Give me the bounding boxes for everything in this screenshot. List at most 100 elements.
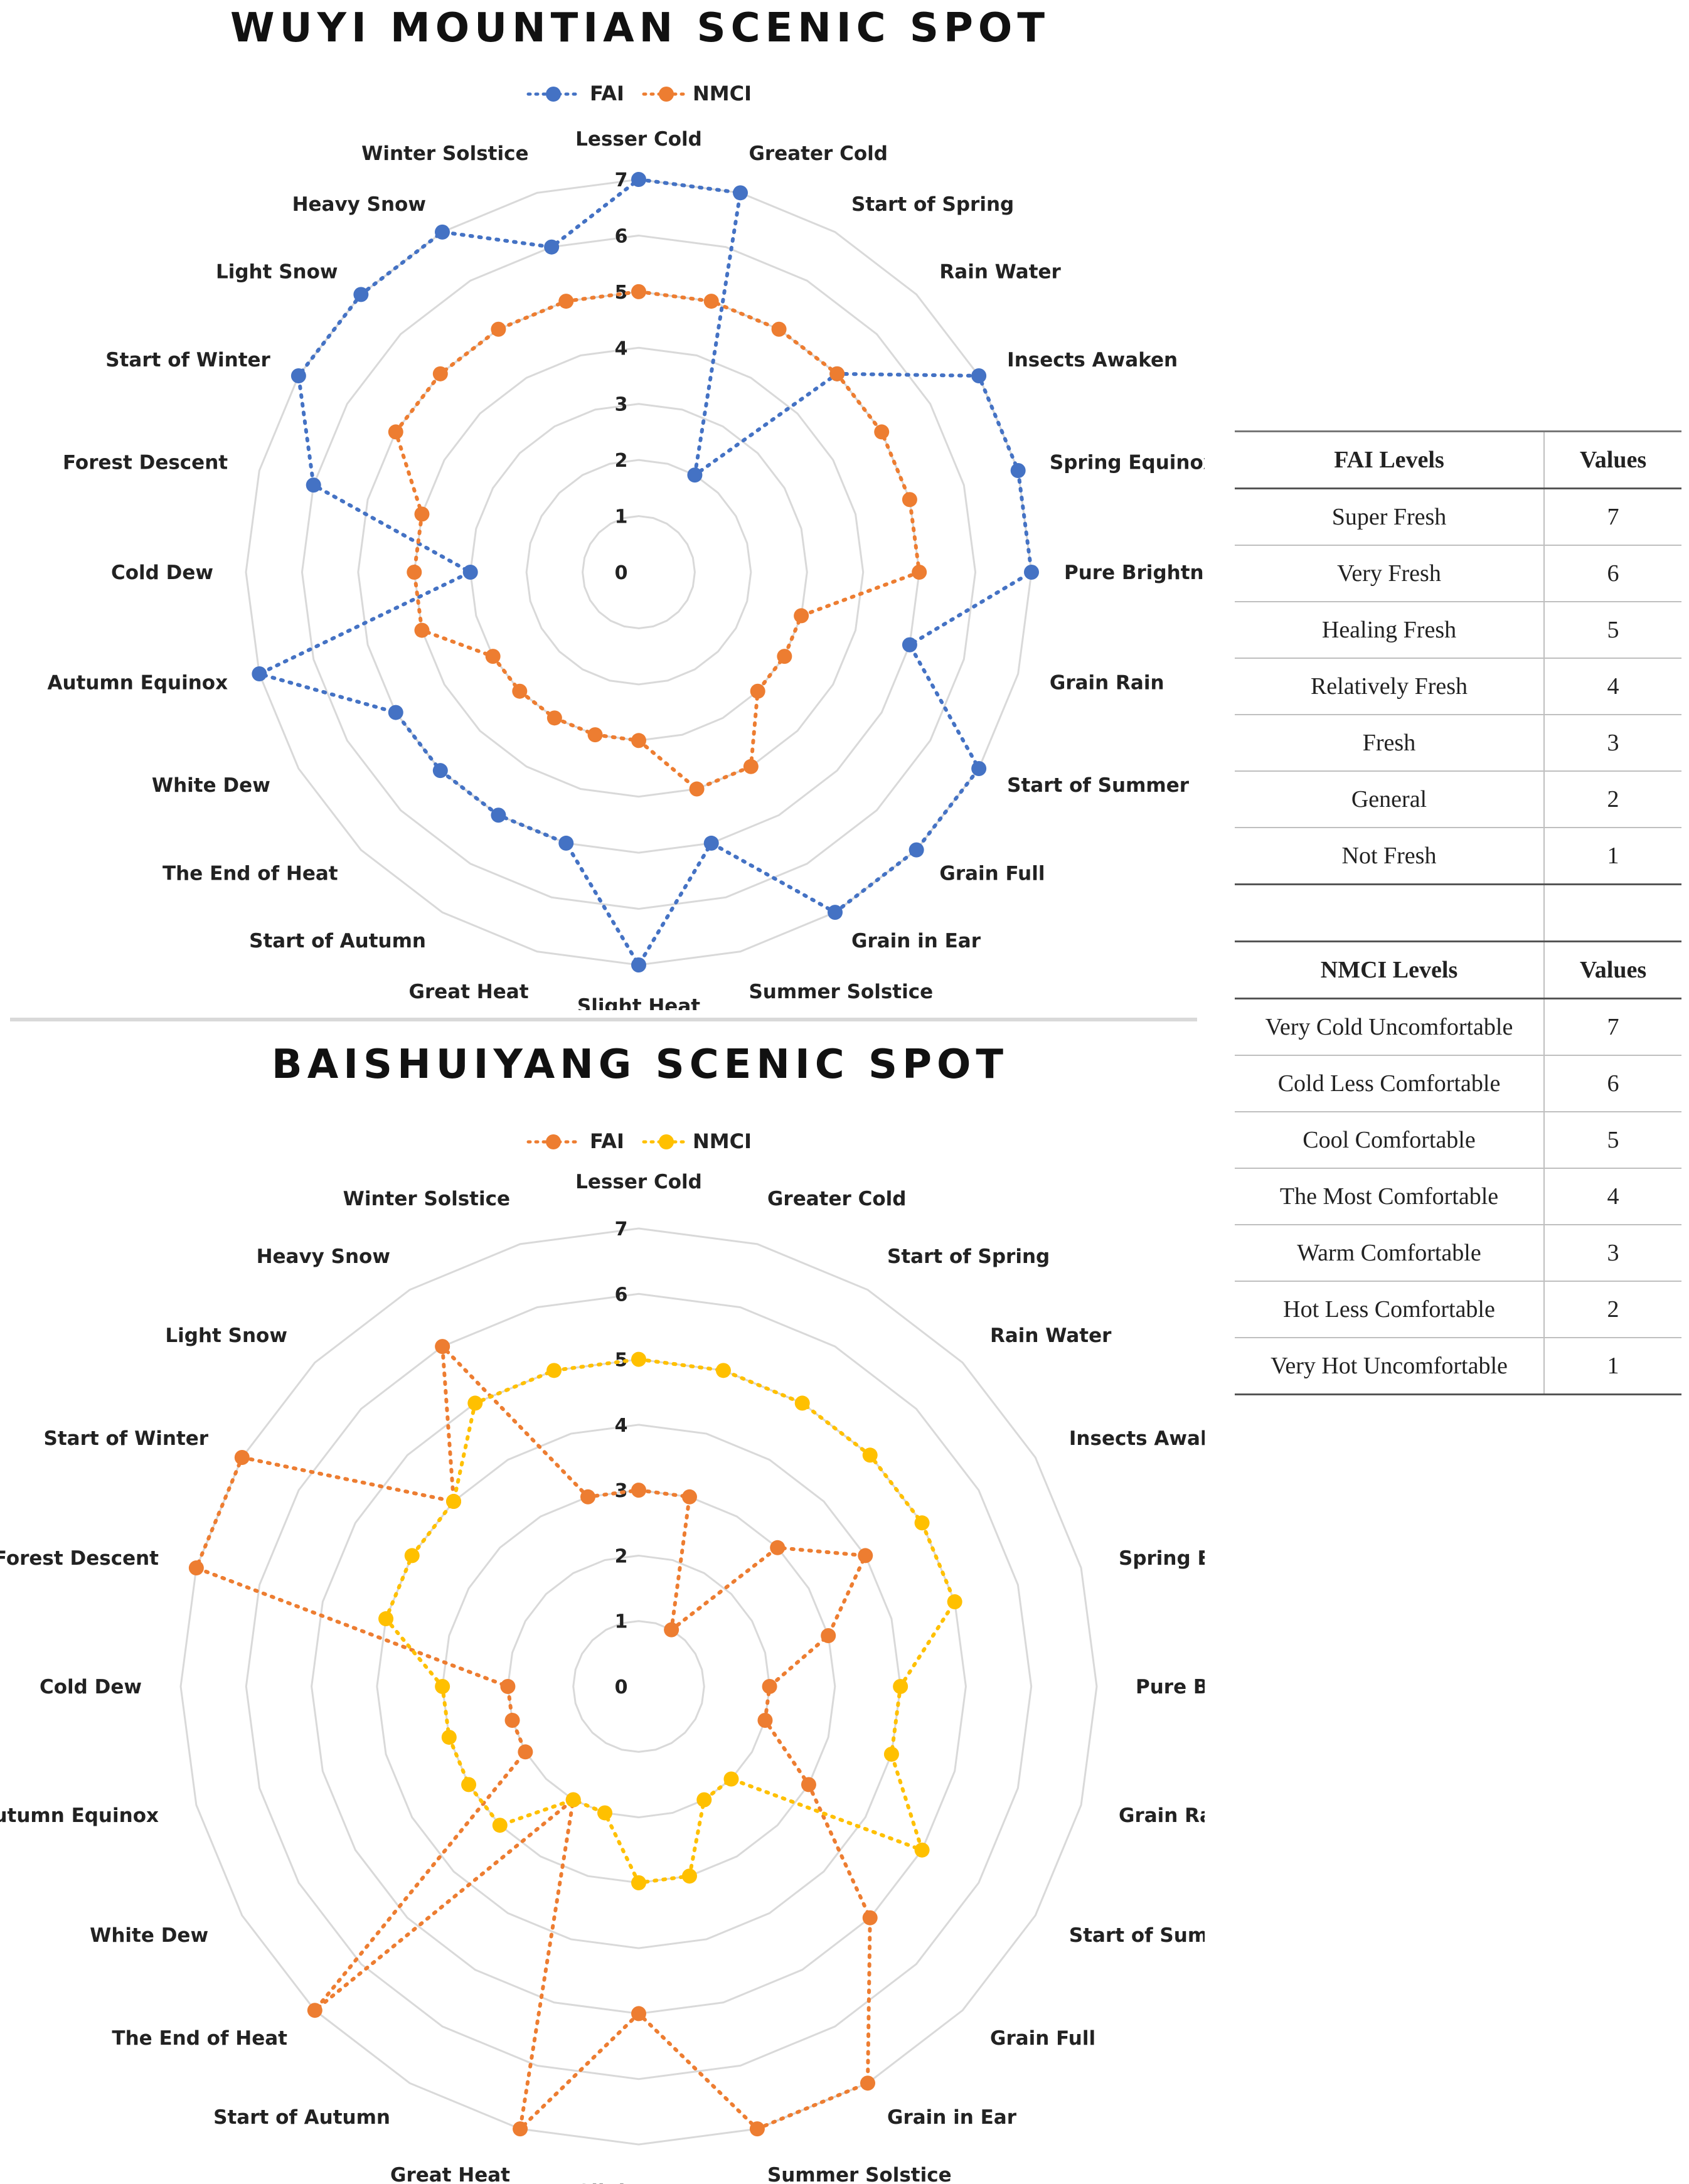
data-point-nmci <box>914 1842 930 1858</box>
table-cell: 1 <box>1544 1338 1681 1395</box>
radar-grid-ring <box>413 346 865 798</box>
data-point-nmci <box>947 1594 962 1610</box>
radial-tick-label: 5 <box>615 1350 628 1372</box>
data-point-nmci <box>912 565 927 580</box>
table-cell: 6 <box>1544 545 1681 602</box>
category-label: The End of Heat <box>163 862 338 885</box>
data-point-nmci <box>491 321 506 337</box>
data-point-nmci <box>696 1792 712 1808</box>
table-header-row: FAI Levels Values <box>1235 432 1681 489</box>
baishuiyang-legend: FAI NMCI <box>502 1123 778 1161</box>
category-label: Winter Solstice <box>361 142 528 165</box>
category-label: Cold Dew <box>40 1676 142 1698</box>
category-label: Insects Awaken <box>1069 1427 1205 1450</box>
table-row: General 2 <box>1235 771 1681 828</box>
data-point-fai <box>664 1622 679 1638</box>
table-cell: Very Cold Uncomfortable <box>1235 998 1545 1056</box>
table-row: Cool Comfortable 5 <box>1235 1112 1681 1169</box>
data-point-fai <box>1010 462 1026 478</box>
data-point-nmci <box>794 1395 810 1411</box>
category-label: Greater Cold <box>749 142 887 165</box>
data-point-fai <box>681 1489 697 1505</box>
data-point-nmci <box>874 424 890 440</box>
table-cell: Hot Less Comfortable <box>1235 1281 1545 1338</box>
data-point-fai <box>306 477 321 493</box>
category-label: Heavy Snow <box>257 1245 390 1268</box>
table-cell: Very Hot Uncomfortable <box>1235 1338 1545 1395</box>
data-point-nmci <box>414 506 430 522</box>
radar-grid-ring <box>572 1620 705 1753</box>
fai-values-header: Values <box>1544 432 1681 489</box>
radial-tick-label: 7 <box>615 1218 628 1240</box>
category-label: Forest Descent <box>63 452 228 474</box>
table-cell: Not Fresh <box>1235 828 1545 885</box>
data-point-nmci <box>862 1447 878 1463</box>
category-label: Grain in Ear <box>851 930 981 952</box>
data-point-fai <box>1024 565 1039 580</box>
data-point-fai <box>971 761 987 776</box>
table-cell: Super Fresh <box>1235 488 1545 546</box>
data-point-nmci <box>883 1746 899 1762</box>
table-cell: 7 <box>1544 488 1681 546</box>
category-label: Slight Heat <box>577 995 700 1010</box>
data-point-nmci <box>435 1679 450 1694</box>
data-point-fai <box>908 842 924 858</box>
section-divider <box>10 1018 1197 1021</box>
data-point-nmci <box>388 424 403 440</box>
legend-marker-nmci <box>659 1134 674 1149</box>
data-point-nmci <box>558 294 574 309</box>
data-point-fai <box>290 368 306 383</box>
legend-marker-nmci <box>659 87 674 102</box>
radar-series-fai <box>188 1339 878 2137</box>
table-row: Super Fresh 7 <box>1235 488 1681 546</box>
category-label: Summer Solstice <box>749 981 933 1003</box>
radar-series-nmci <box>378 1351 962 1890</box>
category-label: Grain Rain <box>1050 671 1164 694</box>
nmci-levels-header: NMCI Levels <box>1235 942 1545 999</box>
table-cell: 5 <box>1544 602 1681 659</box>
data-point-fai <box>631 172 646 187</box>
data-point-fai <box>353 287 369 302</box>
category-label: Pure Brightness <box>1064 562 1205 584</box>
category-label: Great Heat <box>390 2164 510 2184</box>
table-cell: 1 <box>1544 828 1681 885</box>
data-point-nmci <box>404 1548 420 1563</box>
table-row: Healing Fresh 5 <box>1235 602 1681 659</box>
category-label: Spring Equinox <box>1050 452 1205 474</box>
category-label: Cold Dew <box>111 562 213 584</box>
radar-series-nmci <box>388 284 927 797</box>
data-point-nmci <box>631 733 646 748</box>
table-cell: 3 <box>1544 715 1681 772</box>
data-point-fai <box>188 1560 204 1576</box>
data-point-nmci <box>597 1805 613 1821</box>
wuyi-radar-chart: 0 1 2 3 4 5 6 7 Lesser Cold Greater Cold Start of … <box>48 128 1205 1010</box>
data-point-nmci <box>750 683 765 699</box>
data-point-nmci <box>461 1777 477 1792</box>
data-point-nmci <box>723 1771 739 1787</box>
data-point-fai <box>858 1548 873 1563</box>
data-point-fai <box>234 1450 250 1465</box>
data-point-nmci <box>587 727 603 743</box>
nmci-values-header: Values <box>1544 942 1681 999</box>
radial-tick-label: 1 <box>615 506 628 528</box>
data-point-fai <box>513 2121 528 2137</box>
data-point-nmci <box>893 1679 908 1694</box>
nmci-levels-table: NMCI Levels Values Very Cold Uncomfortab… <box>1235 942 1681 1395</box>
table-cell: Fresh <box>1235 715 1545 772</box>
data-point-nmci <box>441 1729 457 1745</box>
table-cell: 2 <box>1544 1281 1681 1338</box>
data-point-nmci <box>565 1792 581 1808</box>
data-point-nmci <box>681 1868 697 1884</box>
table-cell-empty <box>1235 884 1545 942</box>
data-point-nmci <box>432 366 448 381</box>
data-point-nmci <box>703 294 719 309</box>
radial-tick-label: 5 <box>615 282 628 304</box>
data-point-nmci <box>914 1515 930 1531</box>
table-cell: 7 <box>1544 998 1681 1056</box>
table-row: Cold Less Comfortable 6 <box>1235 1055 1681 1112</box>
radar-grid-ring <box>506 1554 771 1819</box>
legend-label-nmci: NMCI <box>693 1129 752 1153</box>
radial-tick-label: 2 <box>615 1545 628 1567</box>
